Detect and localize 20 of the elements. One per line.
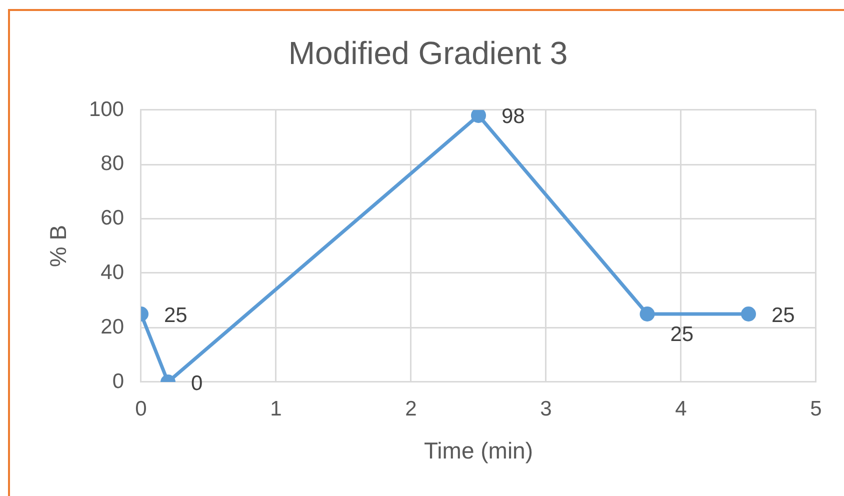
chart-title: Modified Gradient 3 xyxy=(288,35,568,72)
y-tick-label: 20 xyxy=(100,315,124,338)
x-axis-title: Time (min) xyxy=(424,438,534,464)
x-tick-label: 4 xyxy=(675,397,688,420)
x-tick-label: 1 xyxy=(270,397,282,420)
y-tick-label: 60 xyxy=(100,206,124,230)
x-tick-label: 0 xyxy=(135,397,147,420)
x-tick-label: 3 xyxy=(540,397,552,420)
y-tick-label: 0 xyxy=(112,370,124,393)
data-label: 25 xyxy=(670,322,694,346)
x-tick-label: 5 xyxy=(810,397,822,420)
data-label: 98 xyxy=(502,105,525,128)
y-tick-label: 40 xyxy=(100,260,124,284)
y-axis-title: % B xyxy=(45,224,72,268)
data-label: 0 xyxy=(191,372,203,395)
data-label: 25 xyxy=(772,304,795,327)
x-tick-label: 2 xyxy=(405,397,417,420)
data-label: 25 xyxy=(164,304,188,327)
y-tick-label: 80 xyxy=(100,152,124,176)
y-tick-label: 100 xyxy=(88,98,124,121)
